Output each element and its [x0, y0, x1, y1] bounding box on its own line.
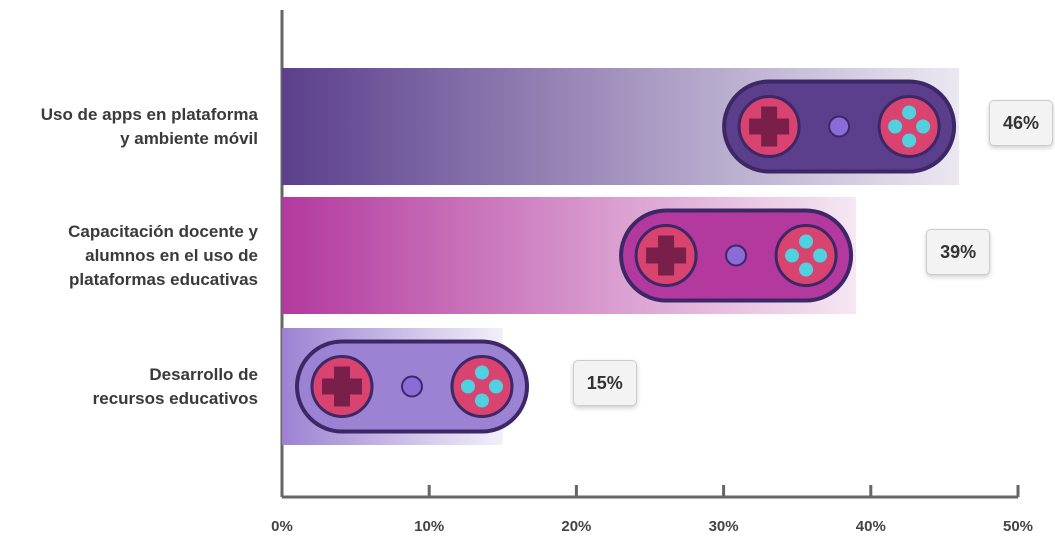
category-label: Capacitación docente y alumnos en el uso…: [68, 221, 258, 289]
gamepad-button: [799, 234, 814, 249]
gamepad-buttons: [877, 95, 941, 158]
x-tick-label: 30%: [708, 518, 739, 535]
gamepad-center: [725, 244, 748, 267]
gamepad-icon: [722, 79, 957, 174]
gamepad-button: [888, 119, 903, 134]
value-label: 46%: [989, 100, 1053, 146]
gamepad-cross: [646, 247, 687, 264]
gamepad-button: [902, 105, 917, 120]
gamepad-cross: [322, 378, 362, 395]
value-label: 15%: [572, 360, 637, 406]
x-tick-label: 40%: [855, 518, 886, 535]
gamepad-button: [461, 379, 475, 394]
gamepad-button: [916, 119, 931, 134]
value-label: 39%: [926, 229, 991, 275]
x-tick-label: 0%: [271, 518, 293, 535]
gamepad-buttons: [774, 224, 838, 287]
gamepad-cross: [749, 118, 790, 135]
gamepad-icon: [295, 339, 529, 434]
category-label: Desarrollo de recursos educativos: [92, 364, 258, 408]
gamepad-buttons: [450, 355, 514, 418]
gamepad-button: [799, 262, 814, 277]
gamepad-button: [489, 379, 503, 394]
gamepad-button: [475, 365, 489, 380]
gamepad-button: [902, 133, 917, 148]
gamepad-button: [785, 248, 800, 263]
x-tick-label: 50%: [1002, 518, 1034, 535]
gamepad-center: [401, 375, 423, 398]
gamepad-button: [475, 393, 489, 408]
gamepad-button: [813, 248, 828, 263]
gamepad-icon: [619, 208, 854, 303]
x-tick-label: 10%: [414, 518, 445, 535]
x-tick-label: 20%: [561, 518, 592, 535]
gamepad-center: [828, 115, 851, 138]
category-label: Uso de apps en plataforma y ambiente móv…: [40, 104, 258, 148]
